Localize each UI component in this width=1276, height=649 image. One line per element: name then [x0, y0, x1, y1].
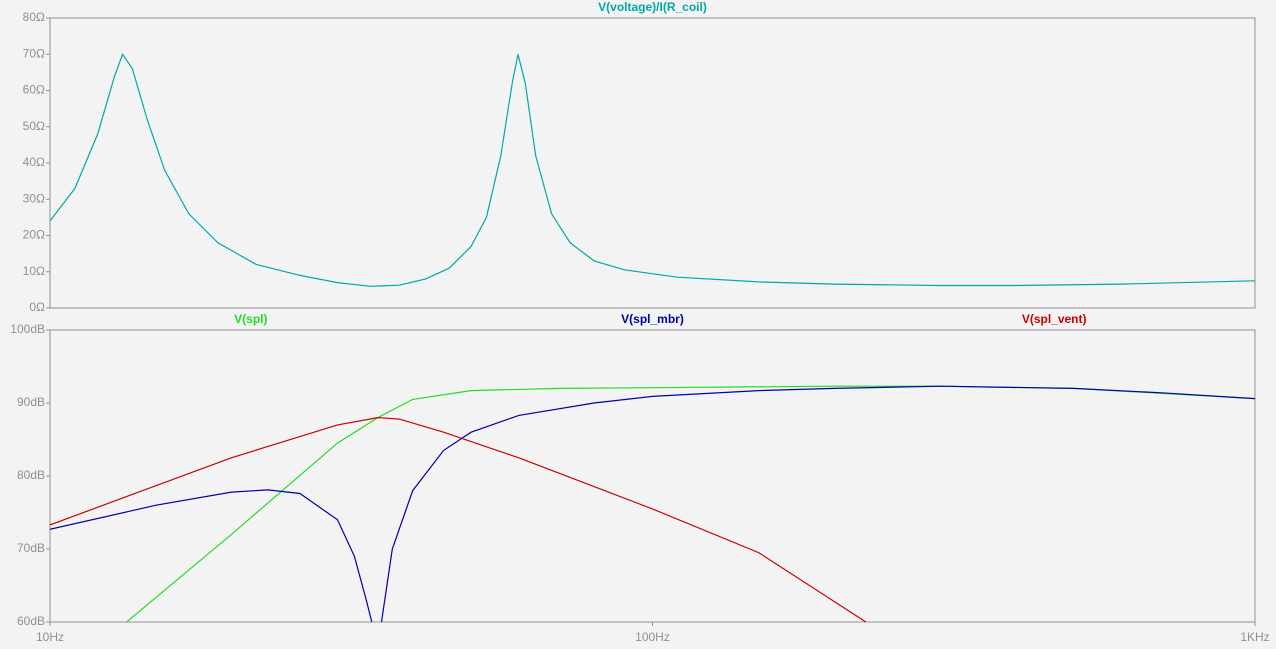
y-tick-label: 80Ω [23, 10, 45, 24]
series-line [50, 416, 867, 622]
y-tick-label: 30Ω [23, 191, 45, 205]
plot-frame [49, 17, 1256, 309]
series-line [50, 385, 1255, 622]
y-tick-label: 70dB [17, 541, 45, 555]
y-tick-label: 40Ω [23, 155, 45, 169]
legend-label: V(voltage)/I(R_coil) [598, 0, 707, 14]
y-tick-label: 90dB [17, 395, 45, 409]
y-tick-label: 70Ω [23, 46, 45, 60]
plot-frame [49, 329, 1256, 623]
y-tick-label: 100dB [10, 322, 45, 336]
x-tick-label: 100Hz [635, 630, 670, 644]
y-tick-label: 60dB [17, 614, 45, 628]
y-tick-label: 20Ω [23, 228, 45, 242]
x-tick-label: 10Hz [36, 630, 64, 644]
y-tick-label: 0Ω [29, 300, 45, 314]
legend-label: V(spl_vent) [1022, 312, 1087, 326]
x-tick-label: 1KHz [1240, 630, 1269, 644]
legend-label: V(spl) [234, 312, 267, 326]
y-tick-label: 50Ω [23, 119, 45, 133]
y-tick-label: 60Ω [23, 83, 45, 97]
legend-label: V(spl_mbr) [621, 312, 684, 326]
y-tick-label: 10Ω [23, 264, 45, 278]
series-line [50, 52, 1255, 287]
y-tick-label: 80dB [17, 468, 45, 482]
